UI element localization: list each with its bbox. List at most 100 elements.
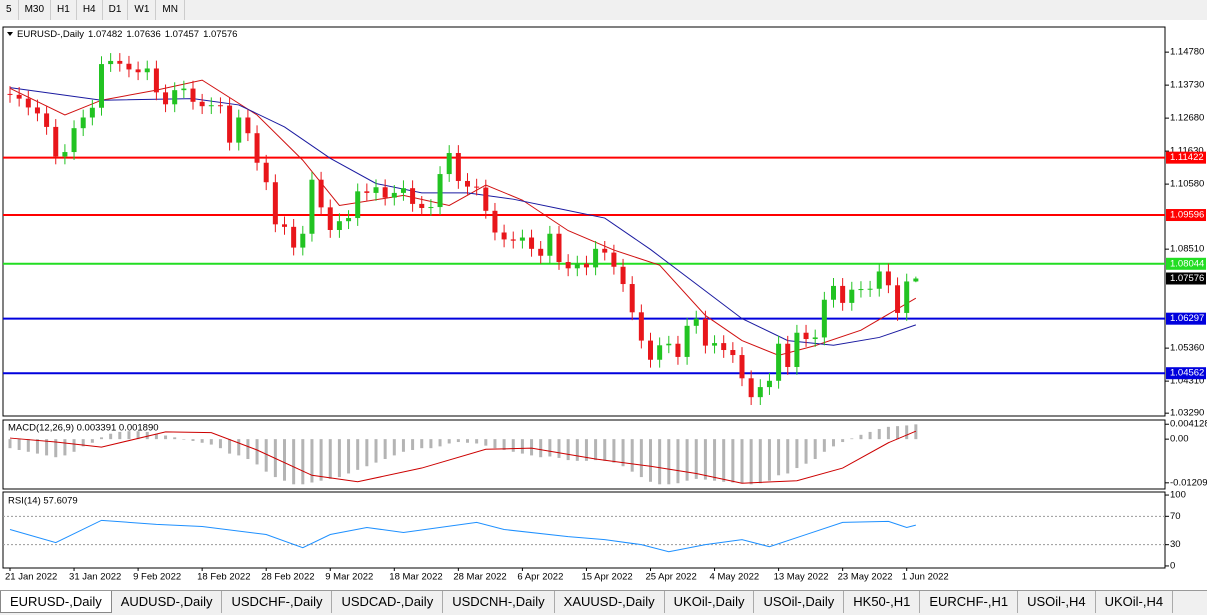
indicator-label: MACD(12,26,9) 0.003391 0.001890 <box>8 423 159 434</box>
macd-bar <box>511 439 515 452</box>
macd-bar <box>218 439 222 449</box>
candle-body <box>666 343 672 346</box>
macd-bar <box>603 439 607 461</box>
chart-tab[interactable]: USDCAD-,Daily <box>332 591 444 613</box>
candle-body <box>135 69 141 73</box>
candle-body <box>547 233 553 256</box>
macd-bar <box>54 439 58 458</box>
macd-bar <box>26 439 30 452</box>
y-tick-label: 1.05360 <box>1170 343 1204 354</box>
macd-bar <box>859 434 863 440</box>
macd-bar <box>35 439 39 454</box>
candle-body <box>885 271 891 286</box>
macd-bar <box>337 439 341 478</box>
candle-body <box>400 188 406 193</box>
chart-tab[interactable]: USOil-,H4 <box>1018 591 1096 613</box>
candle-body <box>80 117 86 129</box>
macd-bar <box>612 439 616 463</box>
level-label: 1.08044 <box>1170 258 1204 269</box>
chart-tab[interactable]: HK50-,H1 <box>844 591 921 613</box>
chart-tab[interactable]: AUDUSD-,Daily <box>112 591 223 613</box>
candle-body <box>410 188 416 204</box>
candle-body <box>611 252 617 267</box>
timeframe-button[interactable]: 5 <box>0 0 19 20</box>
macd-bar <box>411 439 415 450</box>
chart-tab[interactable]: USDCNH-,Daily <box>443 591 555 613</box>
macd-bar <box>429 439 433 449</box>
candle-body <box>153 68 159 93</box>
candle-body <box>263 162 269 183</box>
candle-body <box>217 105 223 107</box>
macd-bar <box>246 439 250 460</box>
macd-bar <box>749 439 753 485</box>
chart-tab[interactable]: EURCHF-,H1 <box>920 591 1019 613</box>
level-label: 1.09596 <box>1170 210 1204 221</box>
chart-tab[interactable]: UKOil-,Daily <box>665 591 755 613</box>
current-price: 1.07576 <box>1170 273 1204 284</box>
timeframe-button[interactable]: M30 <box>19 0 52 20</box>
macd-bar <box>191 439 195 441</box>
macd-bar <box>319 439 323 481</box>
candle-body <box>16 94 22 99</box>
macd-bar <box>347 439 351 474</box>
macd-bar <box>530 439 534 456</box>
x-tick-label: 28 Mar 2022 <box>453 572 506 583</box>
timeframe-button[interactable]: D1 <box>103 0 129 20</box>
y-tick-label: 70 <box>1170 511 1181 522</box>
timeframe-button[interactable]: W1 <box>128 0 157 20</box>
candle-body <box>529 237 535 249</box>
macd-bar <box>145 431 149 440</box>
level-label: 1.06297 <box>1170 313 1204 324</box>
candle-body <box>602 248 608 253</box>
macd-bar <box>594 439 598 461</box>
candle-body <box>282 224 287 227</box>
chart-tab[interactable]: USDCHF-,Daily <box>222 591 333 613</box>
macd-bar <box>557 439 561 458</box>
candle-body <box>318 179 324 208</box>
candle-body <box>831 285 836 300</box>
candle-body <box>89 107 95 118</box>
candle-body <box>7 93 13 95</box>
level-label-box <box>1166 209 1206 222</box>
chart-tab[interactable]: EURUSD-,Daily <box>0 591 112 613</box>
chart-tab[interactable]: USOil-,Daily <box>754 591 845 613</box>
macd-bar <box>283 439 286 481</box>
candle-body <box>510 239 516 241</box>
timeframe-button[interactable]: H1 <box>51 0 77 20</box>
timeframe-button[interactable]: MN <box>156 0 185 20</box>
candle-body <box>446 153 452 175</box>
timeframe-button[interactable]: H4 <box>77 0 103 20</box>
macd-bar <box>90 439 94 443</box>
candle-body <box>702 318 708 346</box>
candle-body <box>684 325 690 357</box>
candle-body <box>208 105 214 107</box>
y-tick-label: 1.10580 <box>1170 179 1204 190</box>
candle-body <box>794 332 800 367</box>
y-tick-label: 0.004128 <box>1170 419 1207 430</box>
candle-body <box>327 207 333 230</box>
level-label: 1.11422 <box>1170 152 1204 163</box>
background <box>0 20 1207 590</box>
x-tick-label: 4 May 2022 <box>710 572 760 583</box>
chart-tab[interactable]: XAUUSD-,Daily <box>555 591 665 613</box>
candle-body <box>638 312 644 341</box>
candle-body <box>336 221 342 230</box>
macd-bar <box>154 433 158 440</box>
macd-bar <box>456 439 460 443</box>
candle-body <box>108 60 114 65</box>
chart-tab[interactable]: UKOil-,H4 <box>1096 591 1174 613</box>
candle-body <box>693 318 699 326</box>
macd-bar <box>694 439 698 479</box>
macd-bar <box>676 439 680 484</box>
macd-bar <box>182 439 186 440</box>
y-tick-label: 1.08510 <box>1170 244 1204 255</box>
candle-body <box>849 289 855 303</box>
candle-body <box>291 226 297 248</box>
macd-bar <box>566 439 570 461</box>
macd-bar <box>896 426 900 440</box>
macd-bar <box>81 439 85 447</box>
level-label-box <box>1166 367 1206 380</box>
rsi-line <box>9 519 916 553</box>
level-label-box <box>1166 151 1206 164</box>
macd-bar <box>420 439 424 449</box>
